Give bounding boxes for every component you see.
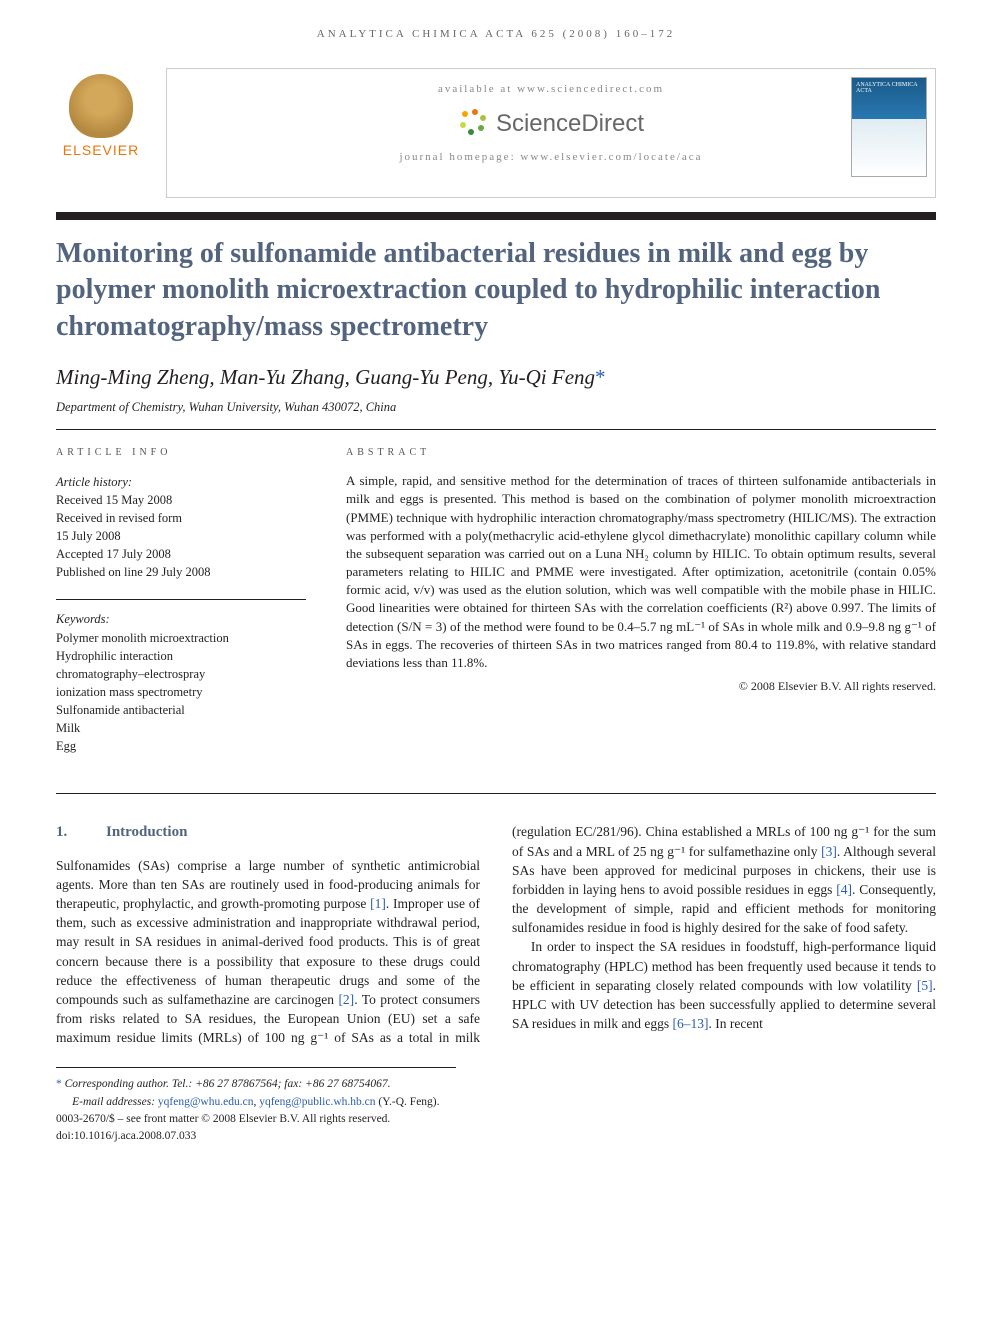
history-line: Received in revised form <box>56 509 306 527</box>
sciencedirect-logo[interactable]: ScienceDirect <box>458 109 644 139</box>
journal-cover-thumbnail: ANALYTICA CHIMICA ACTA <box>851 77 927 177</box>
abstract-text: A simple, rapid, and sensitive method fo… <box>346 472 936 672</box>
keyword: Sulfonamide antibacterial <box>56 701 306 719</box>
keywords-block: Keywords: Polymer monolith microextracti… <box>56 610 306 755</box>
history-line: 15 July 2008 <box>56 527 306 545</box>
sciencedirect-burst-icon <box>458 109 488 139</box>
footnote-block: * Corresponding author. Tel.: +86 27 878… <box>56 1067 456 1145</box>
author-list: Ming-Ming Zheng, Man-Yu Zhang, Guang-Yu … <box>0 365 992 400</box>
running-head: ANALYTICA CHIMICA ACTA 625 (2008) 160–17… <box>0 0 992 58</box>
keyword: Polymer monolith microextraction <box>56 629 306 647</box>
author-names: Ming-Ming Zheng, Man-Yu Zhang, Guang-Yu … <box>56 365 595 389</box>
journal-banner: ANALYTICA CHIMICA ACTA available at www.… <box>166 68 936 198</box>
section-number: 1. <box>56 822 106 843</box>
article-info-heading: ARTICLE INFO <box>56 446 306 461</box>
history-subhead: Article history: <box>56 473 306 491</box>
abstract-column: ABSTRACT A simple, rapid, and sensitive … <box>346 446 936 773</box>
email-label: E-mail addresses: <box>72 1096 158 1108</box>
issn-line: 0003-2670/$ – see front matter © 2008 El… <box>56 1111 456 1128</box>
body-text: . In recent <box>709 1016 763 1031</box>
article-history-block: Article history: Received 15 May 2008 Re… <box>56 473 306 582</box>
journal-cover-text: ANALYTICA CHIMICA ACTA <box>856 82 917 94</box>
keywords-subhead: Keywords: <box>56 610 306 628</box>
email-line: E-mail addresses: yqfeng@whu.edu.cn, yqf… <box>56 1094 456 1111</box>
reference-link[interactable]: [2] <box>338 992 354 1007</box>
article-info-column: ARTICLE INFO Article history: Received 1… <box>56 446 306 773</box>
history-line: Accepted 17 July 2008 <box>56 545 306 563</box>
abstract-copyright: © 2008 Elsevier B.V. All rights reserved… <box>346 678 936 695</box>
elsevier-tree-icon <box>69 74 133 138</box>
keyword: Hydrophilic interaction <box>56 647 306 665</box>
title-rule <box>56 212 936 220</box>
section-heading: 1.Introduction <box>56 822 480 843</box>
email-link[interactable]: yqfeng@public.wh.hb.cn <box>259 1096 375 1108</box>
corresponding-author-footnote: * Corresponding author. Tel.: +86 27 878… <box>56 1076 456 1093</box>
body-text: In order to inspect the SA residues in f… <box>512 939 936 992</box>
keyword: Egg <box>56 737 306 755</box>
keyword: chromatography–electrospray <box>56 665 306 683</box>
publisher-logo-block: ELSEVIER <box>56 74 146 158</box>
sciencedirect-wordmark: ScienceDirect <box>496 110 644 138</box>
reference-link[interactable]: [1] <box>370 896 386 911</box>
email-attribution: (Y.-Q. Feng). <box>376 1096 440 1108</box>
publisher-name: ELSEVIER <box>56 142 146 158</box>
available-at-line: available at www.sciencedirect.com <box>183 83 919 95</box>
info-divider <box>56 599 306 600</box>
corresponding-author-mark: * <box>595 365 606 389</box>
abstract-heading: ABSTRACT <box>346 446 936 460</box>
corr-contact: Corresponding author. Tel.: +86 27 87867… <box>65 1078 391 1090</box>
email-link[interactable]: yqfeng@whu.edu.cn <box>158 1096 254 1108</box>
history-line: Received 15 May 2008 <box>56 491 306 509</box>
reference-link[interactable]: [6–13] <box>673 1016 709 1031</box>
reference-link[interactable]: [4] <box>836 882 852 897</box>
corresponding-mark-icon: * <box>56 1078 62 1090</box>
affiliation: Department of Chemistry, Wuhan Universit… <box>0 400 992 429</box>
journal-homepage-line: journal homepage: www.elsevier.com/locat… <box>183 151 919 163</box>
keyword: ionization mass spectrometry <box>56 683 306 701</box>
reference-link[interactable]: [5] <box>917 978 933 993</box>
body-text: . Improper use of them, such as excessiv… <box>56 896 480 1007</box>
history-line: Published on line 29 July 2008 <box>56 563 306 581</box>
section-title: Introduction <box>106 824 187 840</box>
article-title: Monitoring of sulfonamide antibacterial … <box>0 220 992 365</box>
doi-line: doi:10.1016/j.aca.2008.07.033 <box>56 1128 456 1145</box>
body-two-column: 1.Introduction Sulfonamides (SAs) compri… <box>0 794 992 1059</box>
reference-link[interactable]: [3] <box>821 844 837 859</box>
keyword: Milk <box>56 719 306 737</box>
body-paragraph: In order to inspect the SA residues in f… <box>512 937 936 1033</box>
info-abstract-row: ARTICLE INFO Article history: Received 1… <box>0 430 992 793</box>
